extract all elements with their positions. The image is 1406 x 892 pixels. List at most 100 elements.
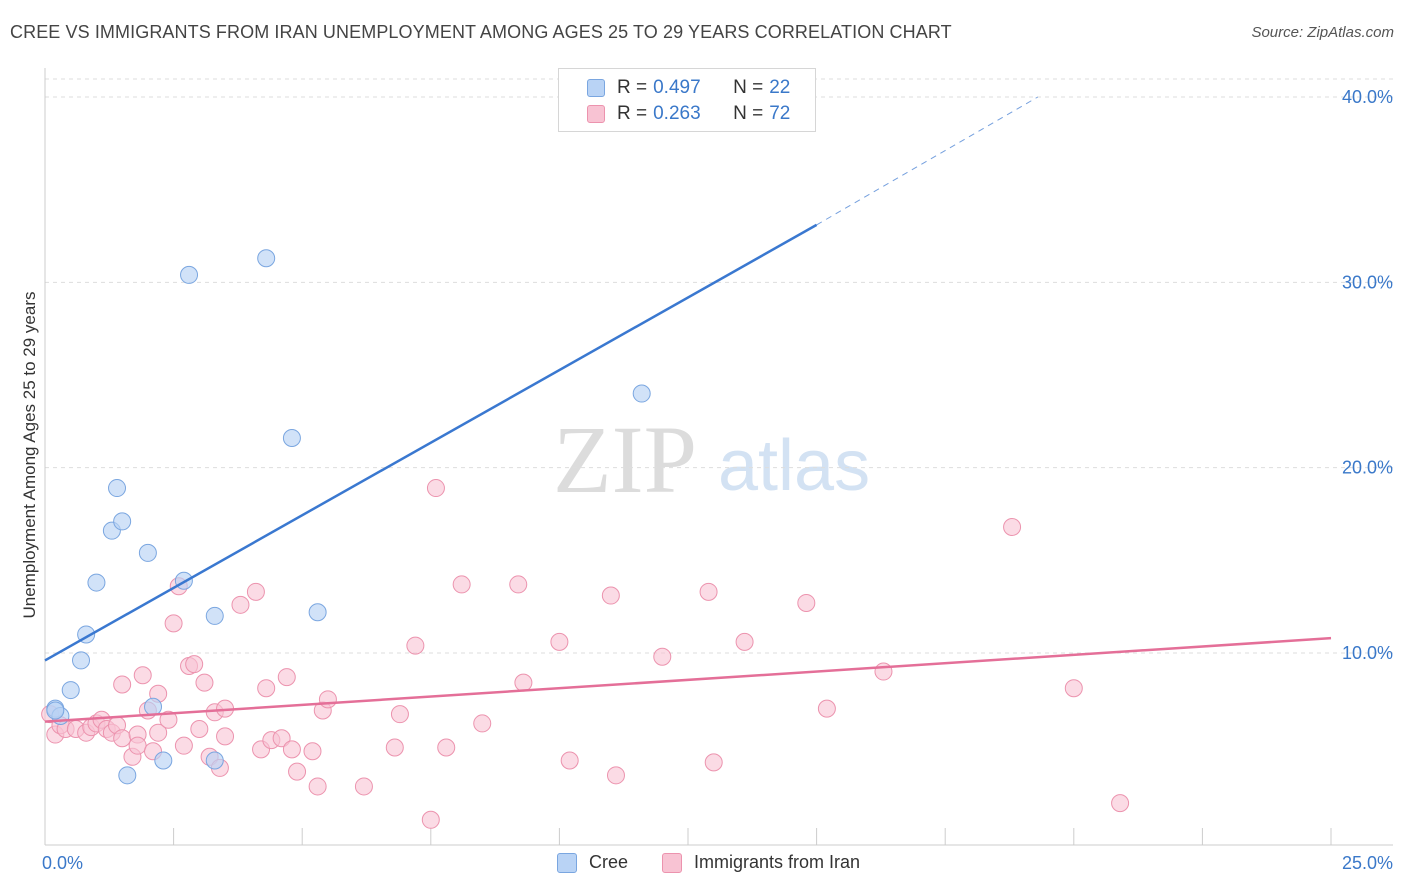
chart-title: CREE VS IMMIGRANTS FROM IRAN UNEMPLOYMEN… (10, 22, 952, 42)
iran-point (509, 575, 528, 594)
iran-point (421, 810, 440, 829)
iran-trend-line (44, 636, 1332, 723)
iran-point (195, 673, 214, 692)
cree-point (180, 265, 199, 284)
iran-point (128, 736, 147, 755)
iran-point (308, 777, 327, 796)
iran-legend-label: Immigrants from Iran (694, 852, 861, 872)
correlation-legend: R = 0.497 N = 22 R = 0.263 N = 72 (558, 68, 816, 132)
r-value: 0.497 (653, 77, 701, 98)
legend-row-cree: R = 0.497 N = 22 (587, 76, 790, 100)
series-legend: Cree Immigrants from Iran (0, 852, 1406, 876)
iran-point (390, 705, 409, 724)
n-value: 22 (769, 77, 791, 98)
iran-point (452, 575, 471, 594)
iran-point (277, 668, 296, 687)
x-tick-label: 25.0% (1342, 853, 1393, 873)
legend-row-iran: R = 0.263 N = 72 (587, 102, 790, 126)
cree-point (154, 751, 173, 770)
cree-trend-extension (816, 96, 1039, 226)
iran-point (704, 753, 723, 772)
source-credit: Source: ZipAtlas.com (1251, 24, 1394, 41)
cree-trend-line (44, 223, 818, 662)
iran-point (288, 762, 307, 781)
y-tick-label: 30.0% (1342, 272, 1393, 292)
iran-point (164, 614, 183, 633)
cree-legend-label: Cree (589, 852, 629, 872)
cree-point (282, 429, 301, 448)
watermark-atlas: atlas (718, 426, 870, 506)
cree-point (308, 603, 327, 622)
cree-point (138, 543, 157, 562)
iran-point (385, 738, 404, 757)
iran-point (817, 699, 836, 718)
cree-legend-swatch (557, 852, 577, 873)
iran-point (437, 738, 456, 757)
legend-item-cree: Cree (557, 852, 628, 873)
iran-point (601, 586, 620, 605)
cree-point (87, 573, 106, 592)
n-value: 72 (769, 103, 791, 124)
cree-points (46, 249, 651, 785)
iran-point (257, 679, 276, 698)
cree-point (118, 766, 137, 785)
iran-point (560, 751, 579, 770)
iran-points (41, 479, 1130, 829)
iran-point (303, 742, 322, 761)
iran-point (174, 736, 193, 755)
iran-point (282, 740, 301, 759)
n-label: N = (733, 77, 764, 98)
iran-point (797, 593, 816, 612)
iran-point (514, 673, 533, 692)
tick-labels: 10.0% 20.0% 30.0% 40.0% 0.0% 25.0% (42, 87, 1393, 873)
watermark-zip: ZIP (553, 406, 697, 513)
iran-point (216, 727, 235, 746)
iran-point (272, 729, 291, 748)
iran-point (606, 766, 625, 785)
iran-swatch (587, 105, 605, 123)
cree-point (205, 606, 224, 625)
cree-swatch (587, 79, 605, 97)
gridlines (45, 78, 1393, 654)
iran-point (113, 729, 132, 748)
cree-point (113, 512, 132, 531)
iran-point (473, 714, 492, 733)
iran-point (190, 719, 209, 738)
iran-point (149, 723, 168, 742)
trend-lines (44, 96, 1332, 723)
iran-point (113, 675, 132, 694)
cree-point (46, 701, 65, 720)
r-label: R = (617, 103, 648, 124)
iran-point (318, 690, 337, 709)
iran-point (406, 636, 425, 655)
y-tick-label: 10.0% (1342, 643, 1393, 663)
iran-point (133, 666, 152, 685)
iran-point (735, 632, 754, 651)
iran-point (1111, 794, 1130, 813)
cree-point (61, 681, 80, 700)
iran-point (231, 595, 250, 614)
cree-point (144, 697, 163, 716)
iran-legend-swatch (662, 852, 682, 873)
cree-point (632, 384, 651, 403)
iran-point (550, 632, 569, 651)
cree-point (205, 751, 224, 770)
iran-point (653, 647, 672, 666)
y-tick-label: 40.0% (1342, 87, 1393, 107)
iran-point (246, 582, 265, 601)
r-value: 0.263 (653, 103, 701, 124)
iran-point (426, 479, 445, 498)
iran-point (185, 655, 204, 674)
r-label: R = (617, 77, 648, 98)
iran-point (159, 710, 178, 729)
cree-point (72, 651, 91, 670)
iran-point (699, 582, 718, 601)
y-tick-label: 20.0% (1342, 458, 1393, 478)
legend-item-iran: Immigrants from Iran (662, 852, 860, 873)
x-tick-label: 0.0% (42, 853, 83, 873)
cree-point (257, 249, 276, 268)
cree-point (108, 479, 127, 498)
iran-point (1003, 517, 1022, 536)
iran-point (354, 777, 373, 796)
